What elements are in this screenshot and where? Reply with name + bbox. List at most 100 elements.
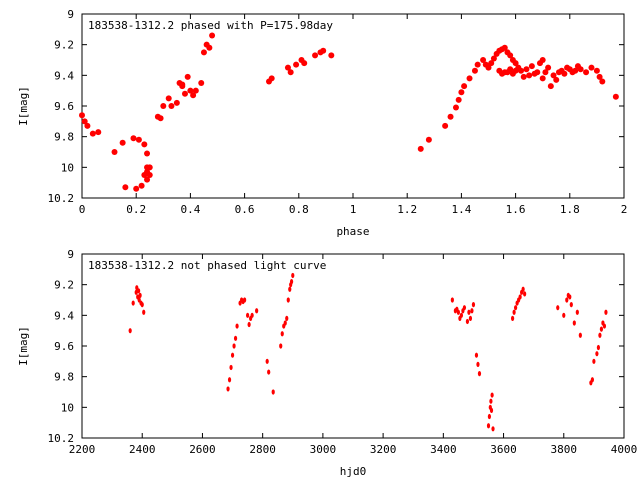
x-tick-label: 0.6: [235, 203, 255, 216]
data-point: [250, 312, 254, 318]
data-point: [569, 302, 573, 308]
data-point: [287, 69, 294, 76]
data-point: [474, 352, 479, 358]
data-point: [501, 44, 508, 51]
data-point: [181, 90, 188, 97]
data-point: [489, 398, 493, 404]
data-point: [456, 309, 460, 315]
x-tick-label: 2800: [249, 443, 276, 456]
x-tick-label: 2600: [189, 443, 216, 456]
data-point: [604, 309, 608, 315]
data-point: [79, 112, 85, 119]
data-point: [575, 309, 579, 315]
data-point: [122, 184, 129, 191]
data-point: [288, 286, 292, 292]
data-point: [507, 66, 514, 73]
data-point: [510, 315, 515, 321]
data-point: [206, 44, 213, 51]
data-point: [187, 87, 194, 94]
data-point: [471, 67, 478, 74]
data-point: [131, 300, 135, 306]
data-point: [111, 149, 118, 155]
data-point: [592, 358, 596, 364]
data-point: [488, 60, 495, 67]
data-series: [128, 272, 608, 432]
data-point: [146, 164, 153, 171]
data-point: [233, 335, 238, 341]
data-series: [79, 32, 619, 192]
data-point: [289, 279, 294, 285]
data-point: [230, 352, 235, 358]
x-tick-label: 1.2: [397, 203, 417, 216]
data-point: [128, 328, 132, 334]
data-point: [542, 69, 549, 76]
data-point: [602, 323, 607, 329]
data-point: [138, 292, 142, 298]
data-point: [476, 361, 480, 367]
data-point: [485, 64, 492, 71]
data-point: [534, 69, 541, 76]
x-tick-label: 0: [79, 203, 86, 216]
data-point: [578, 332, 582, 338]
data-point: [577, 66, 584, 73]
data-point: [293, 61, 300, 68]
chart-panel-1: 0 0.2 0.4 0.6 0.8 1 1.2 1.4 1.6 1.8 2 9 9.2 9.4 9.6 9.8…: [17, 8, 627, 238]
data-point: [572, 67, 579, 74]
data-point: [209, 32, 216, 39]
data-point: [489, 407, 494, 413]
y-tick-label: 10: [61, 161, 74, 174]
data-point: [235, 323, 239, 329]
y-tick-label: 9.8: [54, 131, 74, 144]
chart-panel-2: 2200 2400 2600 2800 3000 3200 3400 3600 3800 4000…: [17, 248, 637, 478]
data-point: [442, 122, 449, 129]
data-point: [265, 358, 269, 364]
data-point: [144, 176, 151, 183]
x-tick-label: 3000: [310, 443, 337, 456]
data-point: [285, 315, 289, 321]
x-tick-label: 0.8: [289, 203, 309, 216]
data-point: [291, 272, 295, 279]
data-point: [157, 115, 164, 122]
data-point: [583, 69, 590, 76]
data-point: [561, 70, 568, 77]
data-point: [279, 343, 283, 349]
data-point: [184, 73, 191, 80]
data-point: [588, 64, 595, 71]
data-point: [565, 297, 569, 303]
y-axis-label: I[mag]: [17, 86, 30, 126]
data-point: [598, 332, 602, 338]
data-point: [512, 60, 519, 67]
data-point: [547, 83, 554, 90]
data-point: [568, 294, 572, 300]
y-tick-label: 10.2: [48, 192, 75, 205]
data-point: [227, 377, 232, 383]
x-tick-label: 0.4: [180, 203, 200, 216]
data-point: [283, 320, 287, 326]
data-point: [179, 81, 186, 88]
data-point: [518, 67, 525, 74]
data-point: [425, 136, 432, 143]
data-point: [243, 297, 247, 303]
data-point: [140, 302, 144, 308]
data-point: [459, 312, 463, 318]
data-point: [133, 185, 140, 192]
data-point: [520, 73, 527, 80]
data-point: [280, 331, 284, 337]
x-tick-label: 3400: [430, 443, 457, 456]
data-point: [229, 364, 233, 371]
y-tick-label: 10.2: [48, 432, 75, 445]
data-point: [452, 104, 459, 111]
data-point: [528, 63, 535, 70]
data-point: [141, 141, 148, 148]
data-point: [523, 66, 530, 73]
data-point: [168, 103, 175, 109]
data-point: [138, 182, 145, 189]
data-point: [518, 294, 522, 300]
data-point: [447, 113, 454, 120]
x-tick-label: 1.6: [506, 203, 526, 216]
data-point: [89, 130, 96, 137]
data-point: [465, 318, 470, 325]
data-point: [470, 308, 474, 314]
data-point: [246, 312, 250, 318]
